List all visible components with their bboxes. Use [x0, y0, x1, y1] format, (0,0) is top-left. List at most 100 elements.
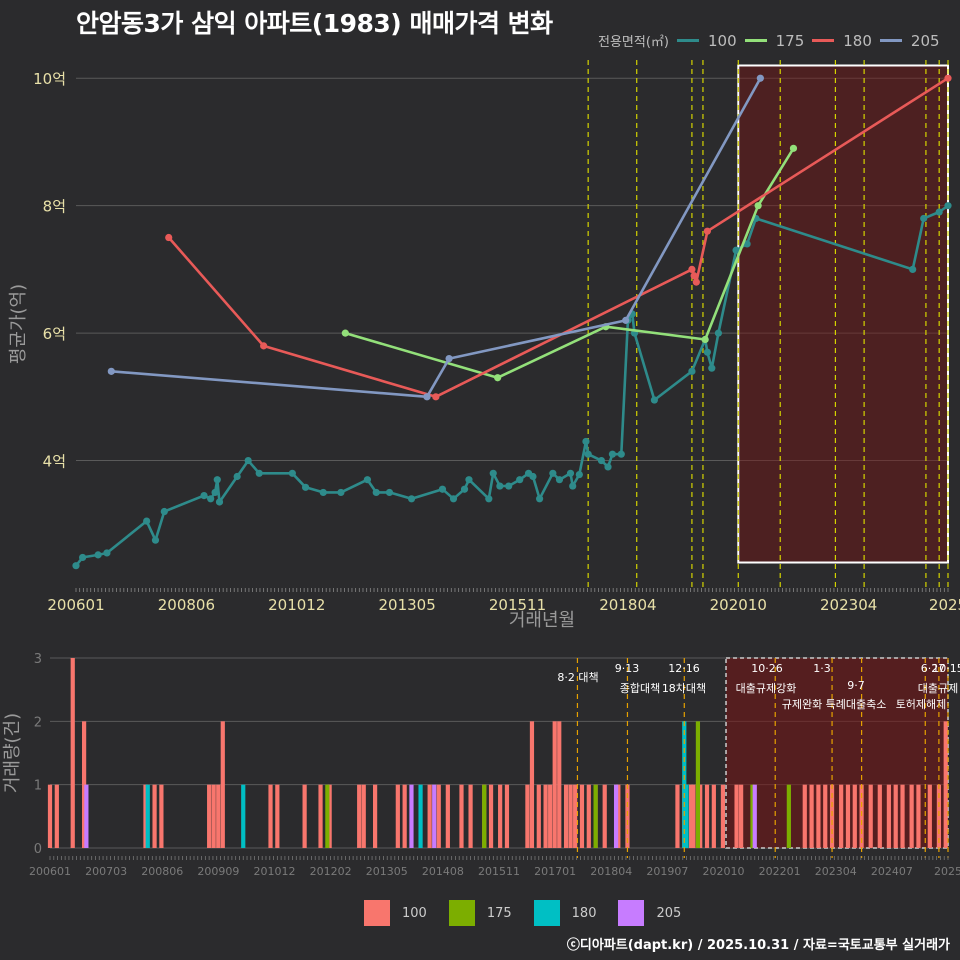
y-tick-label: 4억 — [43, 453, 66, 471]
volume-bar-100 — [823, 784, 828, 848]
x-tick-label: 201305 — [379, 596, 436, 614]
volume-bar-175 — [695, 721, 701, 848]
volume-bar-100 — [916, 784, 921, 848]
bar-x-tick-label: 202407 — [871, 865, 913, 878]
data-point-100 — [363, 476, 372, 484]
bar-x-tick-label: 202304 — [815, 865, 857, 878]
data-point-100 — [143, 517, 151, 525]
data-point-100 — [584, 450, 592, 458]
volume-bar-100 — [675, 784, 680, 848]
volume-bar-100 — [943, 721, 948, 848]
volume-bar-100 — [402, 784, 407, 848]
data-point-100 — [617, 450, 625, 458]
legend-square-swatch — [448, 900, 475, 926]
data-point-180 — [692, 278, 700, 286]
legend-line-swatch — [744, 39, 767, 42]
volume-bar-100 — [536, 784, 541, 848]
volume-bar-175 — [482, 784, 487, 848]
volume-bar-100 — [698, 784, 703, 848]
data-point-180 — [432, 393, 440, 401]
data-point-100 — [233, 472, 241, 481]
volume-bar-100 — [689, 784, 694, 848]
volume-bar-100 — [216, 784, 221, 848]
policy-name-label: 18차대책 — [662, 682, 706, 695]
data-point-100 — [569, 482, 577, 490]
series-line-175 — [344, 147, 795, 380]
volume-bar-100 — [573, 784, 578, 848]
volume-bar-205 — [613, 784, 619, 848]
volume-bar-100 — [886, 784, 891, 848]
x-tick-label: 201012 — [268, 596, 325, 614]
data-point-100 — [650, 396, 658, 404]
data-point-205 — [423, 393, 431, 401]
volume-bar-100 — [543, 784, 548, 848]
legend-item-175: 175 — [744, 32, 804, 50]
x-tick-label: 200601 — [47, 596, 104, 614]
data-point-205 — [445, 355, 453, 363]
volume-bar-100 — [616, 784, 621, 848]
data-point-100 — [575, 470, 583, 479]
highlight-region — [737, 64, 950, 564]
x-axis-label: 거래년월 — [509, 610, 575, 631]
volume-bar-100 — [488, 784, 494, 848]
data-point-100 — [72, 562, 80, 570]
data-point-100 — [714, 329, 723, 337]
volume-bar-100 — [436, 784, 441, 848]
data-point-100 — [200, 492, 208, 500]
data-point-100 — [489, 469, 497, 477]
legend-square-swatch — [618, 900, 645, 926]
volume-bar-180 — [241, 784, 246, 848]
legend-line-swatch — [879, 39, 902, 42]
data-point-100 — [160, 507, 168, 516]
policy-name-label: 규제완화 — [782, 698, 822, 711]
volume-bar-100 — [552, 721, 557, 848]
volume-bar-205 — [432, 784, 437, 848]
bar-x-tick-label: 201012 — [254, 865, 296, 878]
volume-bar-100 — [868, 784, 873, 848]
x-tick-label: 200806 — [158, 596, 215, 614]
volume-bar-205 — [752, 784, 757, 848]
data-point-100 — [465, 476, 473, 484]
volume-bar-100 — [361, 784, 366, 848]
policy-date-label: 9·13 — [615, 662, 640, 675]
data-point-100 — [79, 553, 87, 562]
data-point-100 — [211, 488, 219, 497]
data-point-100 — [516, 476, 524, 484]
y-tick-label: 6억 — [43, 325, 66, 343]
volume-bar-175 — [325, 784, 330, 848]
volume-bar-100 — [82, 721, 87, 848]
volume-bar-180 — [145, 784, 150, 848]
bottom-legend: 100 175 180 205 — [364, 900, 703, 926]
volume-bar-100 — [927, 784, 932, 848]
data-point-100 — [582, 437, 590, 446]
policy-name-label: 대출규제강화 — [736, 682, 797, 695]
data-point-100 — [151, 536, 160, 544]
policy-date-label: 10·26 — [751, 662, 783, 675]
data-point-100 — [407, 495, 416, 503]
volume-bar-100 — [691, 784, 696, 848]
volume-bar-100 — [211, 784, 216, 848]
policy-date-label: 1·3 — [813, 662, 831, 675]
volume-bar-100 — [207, 784, 212, 848]
data-point-100 — [460, 485, 469, 493]
volume-bar-100 — [586, 784, 591, 848]
legend-square-swatch — [364, 900, 390, 926]
data-point-100 — [288, 469, 296, 477]
volume-bar-100 — [504, 784, 510, 848]
volume-bar-100 — [829, 784, 835, 848]
data-point-100 — [207, 495, 215, 503]
data-point-100 — [909, 265, 917, 273]
legend-line-swatch — [812, 39, 835, 42]
volume-bar-100 — [70, 658, 75, 848]
bar-x-tick-label: 2025 — [934, 865, 960, 878]
data-point-100 — [94, 551, 102, 559]
volume-bar-175 — [786, 784, 791, 848]
data-point-100 — [372, 488, 380, 497]
volume-bar-100 — [909, 784, 914, 848]
bar-x-tick-label: 202201 — [759, 865, 801, 878]
volume-bar-100 — [877, 784, 882, 848]
bar-x-tick-label: 201511 — [478, 865, 520, 878]
volume-bar-100 — [327, 784, 332, 848]
data-point-100 — [438, 485, 447, 493]
bar-y-tick-label: 0 — [34, 842, 42, 857]
